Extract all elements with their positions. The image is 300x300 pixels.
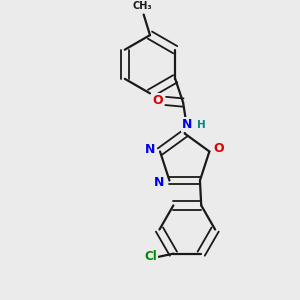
Text: Cl: Cl xyxy=(144,250,157,263)
Text: H: H xyxy=(197,120,206,130)
Text: CH₃: CH₃ xyxy=(132,1,152,11)
Text: N: N xyxy=(154,176,164,189)
Text: O: O xyxy=(152,94,163,107)
Text: N: N xyxy=(182,118,192,131)
Text: O: O xyxy=(214,142,224,155)
Text: N: N xyxy=(145,143,155,156)
